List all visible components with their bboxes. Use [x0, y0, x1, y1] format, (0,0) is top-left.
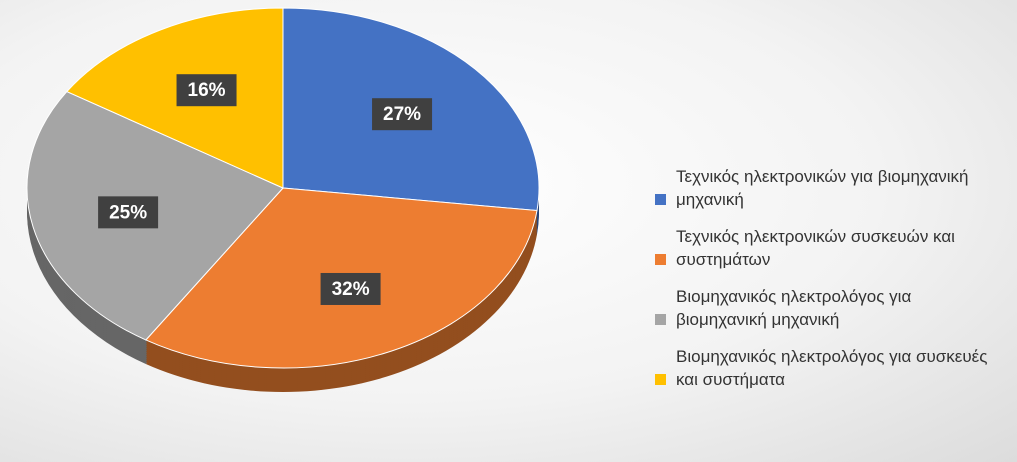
legend-label: Βιομηχανικός ηλεκτρολόγος για συσκευές κ… [676, 347, 988, 389]
data-label-box [372, 98, 433, 131]
legend-swatch [655, 314, 666, 325]
data-label-box [176, 74, 237, 107]
legend-swatch [655, 254, 666, 265]
data-label: 32% [332, 279, 370, 300]
data-label: 16% [188, 80, 226, 101]
legend-swatch [655, 194, 666, 205]
legend-swatch [655, 374, 666, 385]
legend-entry: Βιομηχανικός ηλεκτρολόγος για συσκευές κ… [655, 345, 1005, 391]
legend-entry: Βιομηχανικός ηλεκτρολόγος για βιομηχανικ… [655, 285, 1005, 331]
data-label: 25% [109, 202, 147, 223]
legend-label: Βιομηχανικός ηλεκτρολόγος για βιομηχανικ… [676, 287, 912, 329]
data-label-box [320, 272, 381, 305]
legend: Τεχνικός ηλεκτρονικών για βιομηχανική μη… [655, 165, 1005, 405]
data-label-box [98, 196, 159, 229]
legend-label: Τεχνικός ηλεκτρονικών για βιομηχανική μη… [676, 167, 969, 209]
slice [66, 7, 284, 189]
legend-entry: Τεχνικός ηλεκτρονικών για βιομηχανική μη… [655, 165, 1005, 211]
legend-label: Τεχνικός ηλεκτρονικών συσκευών και συστη… [676, 227, 955, 269]
legend-entry: Τεχνικός ηλεκτρονικών συσκευών και συστη… [655, 225, 1005, 271]
data-label: 27% [383, 104, 421, 125]
